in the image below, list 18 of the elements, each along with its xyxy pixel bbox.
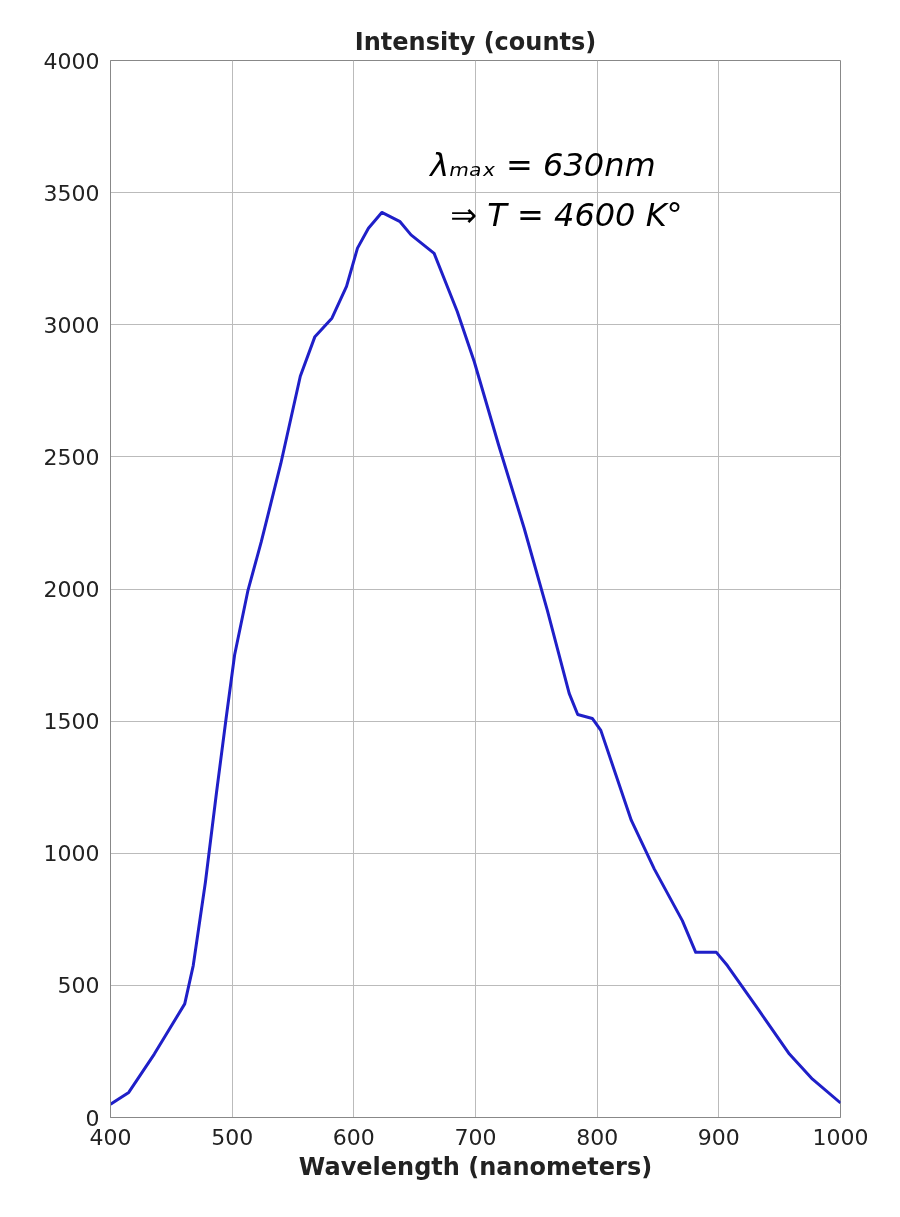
annotation: λₘₐₓ = 630nm bbox=[428, 145, 656, 184]
x-tick-label: 900 bbox=[697, 1124, 740, 1150]
y-tick-label: 3000 bbox=[43, 312, 100, 338]
x-tick-label: 600 bbox=[332, 1124, 375, 1150]
y-tick-label: 2500 bbox=[43, 444, 100, 470]
y-tick-label: 1500 bbox=[43, 709, 100, 735]
x-axis-title: Wavelength (nanometers) bbox=[298, 1152, 653, 1181]
y-tick-label: 4000 bbox=[43, 48, 100, 74]
x-tick-label: 800 bbox=[576, 1124, 619, 1150]
y-tick-label: 500 bbox=[57, 973, 100, 999]
y-tick-label: 3500 bbox=[43, 180, 100, 206]
chart-title: Intensity (counts) bbox=[354, 27, 597, 56]
x-tick-label: 1000 bbox=[812, 1124, 869, 1150]
y-tick-label: 2000 bbox=[43, 577, 100, 602]
y-tick-label: 1000 bbox=[43, 841, 100, 867]
x-tick-label: 500 bbox=[211, 1124, 254, 1150]
annotation: ⇒ T = 4600 K° bbox=[450, 195, 683, 234]
x-tick-label: 700 bbox=[454, 1124, 497, 1150]
